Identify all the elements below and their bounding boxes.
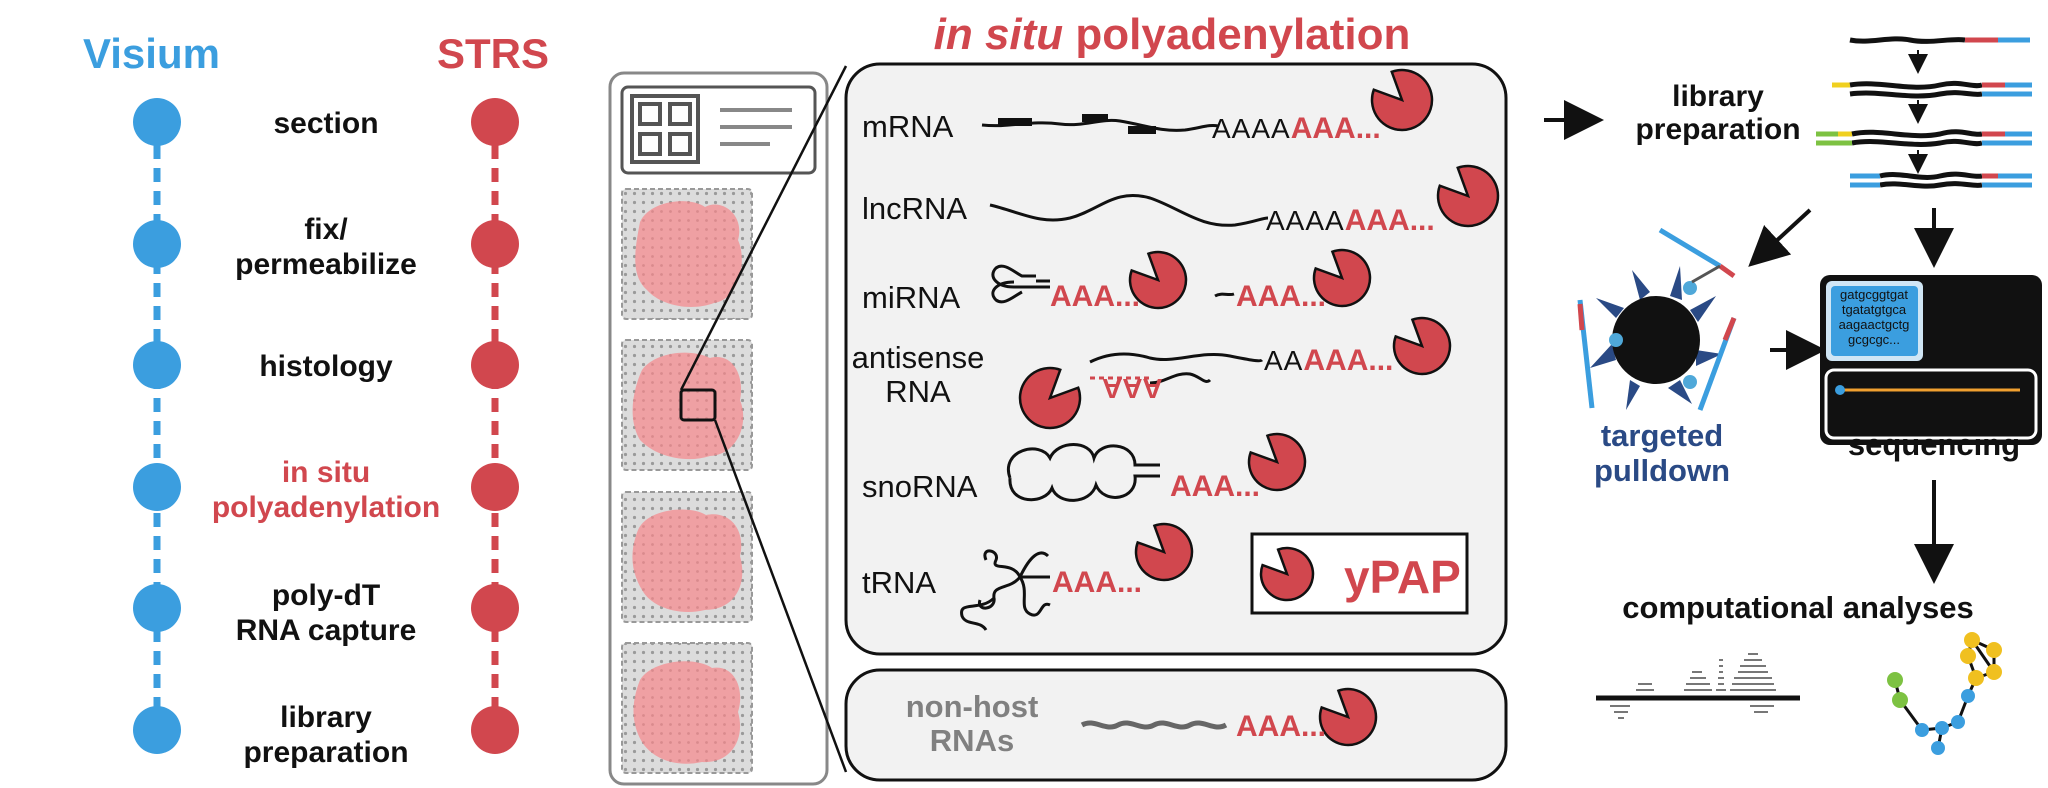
polyadenylation-title: in situ polyadenylation [933, 10, 1411, 59]
ypap-enzyme-icon [1318, 687, 1378, 747]
strs-step-dot-6 [471, 706, 519, 754]
capture-area-4 [621, 642, 753, 774]
tail-mirna-1: AAA... [1050, 280, 1140, 313]
coverage-track-icon [1596, 653, 1800, 719]
mrna-strand [981, 114, 1219, 134]
workflow-graphic [1544, 36, 2042, 755]
capture-area-3 [621, 491, 753, 623]
strs-step-dot-5 [471, 584, 519, 632]
step-histology: histology [259, 350, 393, 383]
mirna-hairpin [991, 264, 1235, 304]
slide-label-lines [720, 108, 792, 146]
tail-antisense-reverse: AAA [1102, 373, 1163, 404]
zoom-region-box [679, 388, 717, 422]
ypap-enzyme-icon [1259, 546, 1315, 602]
library-preparation-label: library preparation [1635, 80, 1801, 146]
trna-structure [960, 549, 1051, 631]
ypap-enzyme-icon [1134, 522, 1194, 582]
visium-step-dot-4 [133, 463, 181, 511]
library-constructs-icon [1816, 36, 2032, 189]
ypap-enzyme-icon [1370, 68, 1434, 132]
label-snorna: snoRNA [862, 469, 978, 504]
step-in-situ-polyadenylation: in situ polyadenylation [211, 456, 441, 524]
zoom-line-bottom [713, 419, 848, 773]
ypap-label: yPAP [1344, 551, 1461, 603]
visium-step-dot-3 [133, 341, 181, 389]
lncrna-strand [989, 193, 1269, 227]
visium-step-dot-1 [133, 98, 181, 146]
pulldown-bead-icon [1577, 227, 1737, 411]
network-graph-icon [1887, 632, 2002, 755]
capture-area-2 [621, 339, 753, 471]
visium-step-dot-2 [133, 220, 181, 268]
qr-code-icon [630, 94, 700, 164]
nonhost-strand [1080, 720, 1228, 730]
step-section: section [273, 107, 379, 140]
snorna-structure [1006, 443, 1160, 502]
strs-step-dot-1 [471, 98, 519, 146]
visium-step-dot-6 [133, 706, 181, 754]
ypap-enzyme-icon [1128, 250, 1188, 310]
strs-step-dot-3 [471, 341, 519, 389]
ypap-enzyme-icon [1312, 248, 1372, 308]
tail-mrna: AAAAAAA... [1212, 112, 1381, 145]
targeted-pulldown-label: targeted pulldown [1593, 418, 1731, 488]
zoom-line-top [679, 65, 848, 391]
tail-trna: AAA... [1052, 566, 1142, 599]
timeline-graphic [133, 98, 519, 754]
sequencing-label: sequencing [1847, 427, 2021, 462]
label-mrna: mRNA [862, 109, 954, 144]
sequence-readout: gatgcggtgat tgatatgtgca aagaactgctg gcgc… [1838, 287, 1910, 347]
label-lncrna: lncRNA [862, 191, 968, 226]
slide-outline [608, 71, 829, 786]
step-fix-permeabilize: fix/ permeabilize [235, 213, 417, 281]
tail-mirna-2: AAA... [1236, 280, 1326, 313]
arrow-to-pulldown [1748, 208, 1812, 267]
tail-nonhost: AAA... [1236, 710, 1326, 743]
ypap-enzyme-icon [1247, 432, 1307, 492]
nonhost-label: non-host RNAs [905, 689, 1039, 758]
tail-antisense: AAAAA... [1264, 344, 1394, 377]
sequencer-icon [1820, 275, 2042, 445]
label-trna: tRNA [862, 565, 937, 600]
ypap-enzyme-icon [1018, 366, 1082, 430]
computational-analyses-label: computational analyses [1622, 590, 1974, 625]
antisense-rna [1089, 352, 1264, 385]
slide-and-panel-graphic [608, 62, 1508, 786]
tail-snorna: AAA... [1170, 470, 1260, 503]
strs-step-dot-4 [471, 463, 519, 511]
visium-step-dot-5 [133, 584, 181, 632]
tail-lncrna: AAAAAAA... [1266, 204, 1435, 237]
strs-step-dot-2 [471, 220, 519, 268]
capture-area-1 [621, 188, 753, 320]
ypap-enzyme-icon [1436, 164, 1500, 228]
step-poly-dt-capture: poly-dT RNA capture [235, 579, 417, 647]
label-antisense-rna: antisense RNA [851, 340, 985, 409]
step-library-preparation: library preparation [243, 701, 409, 769]
label-mirna: miRNA [862, 280, 961, 315]
strs-title: STRS [437, 30, 550, 77]
ypap-enzyme-icon [1392, 316, 1452, 376]
visium-title: Visium [83, 30, 220, 77]
